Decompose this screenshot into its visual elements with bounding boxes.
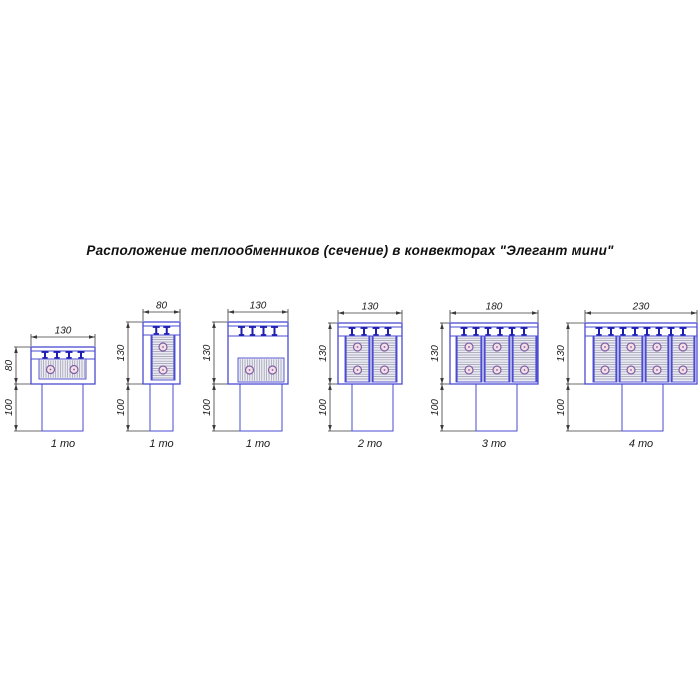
mounting-bracket-icon xyxy=(238,326,245,336)
convector-diagram-5: 180 130 100 3 то xyxy=(430,302,539,450)
width-dimension: 80 xyxy=(142,301,181,321)
body-height-dim-value: 130 xyxy=(556,345,567,362)
mounting-bracket-icon xyxy=(679,327,687,336)
body-height-dim-value: 130 xyxy=(318,345,329,362)
mounting-bracket-icon xyxy=(384,327,392,336)
width-dimension: 130 xyxy=(337,302,403,322)
pedestal-outline xyxy=(149,383,174,432)
width-dimension: 130 xyxy=(30,326,96,346)
pedestal-outline xyxy=(41,383,84,432)
height-dimensions: 130 100 xyxy=(116,321,150,432)
width-dim-value: 180 xyxy=(486,302,503,313)
mounting-bracket-icon xyxy=(472,327,480,336)
mounting-bracket-icon xyxy=(619,327,627,336)
pedestal-height-dim-value: 100 xyxy=(556,399,567,416)
mounting-bracket-icon xyxy=(65,351,73,359)
mounting-bracket-icon xyxy=(460,327,468,336)
diagram-label: 1 то xyxy=(246,438,270,450)
heat-exchanger-block xyxy=(511,335,538,383)
heat-exchanger-block xyxy=(618,335,644,383)
mounting-bracket-icon xyxy=(260,326,267,336)
body-height-dim-value: 130 xyxy=(116,344,127,361)
heat-exchanger-block xyxy=(592,335,618,383)
pedestal-height-dim-value: 100 xyxy=(202,399,213,416)
width-dimension: 180 xyxy=(449,302,539,322)
pedestal-outline xyxy=(239,383,283,432)
diagram-label: 1 то xyxy=(51,438,75,450)
drawing-title: Расположение теплообменников (сечение) в… xyxy=(86,243,614,258)
body-height-dim-value: 80 xyxy=(4,360,15,372)
mounting-bracket-icon xyxy=(53,351,61,359)
heat-exchanger-block xyxy=(670,335,696,383)
mounting-bracket-icon xyxy=(631,327,639,336)
width-dim-value: 130 xyxy=(55,326,72,337)
mounting-bracket-icon xyxy=(667,327,675,336)
width-dim-value: 130 xyxy=(362,302,379,313)
mounting-bracket-icon xyxy=(595,327,603,336)
height-dimensions: 130 100 xyxy=(318,322,352,432)
mounting-bracket-icon xyxy=(271,326,278,336)
heat-exchanger-block xyxy=(483,335,511,383)
pedestal-height-dim-value: 100 xyxy=(116,399,127,416)
width-dimension: 130 xyxy=(227,301,289,321)
width-dim-value: 230 xyxy=(632,302,650,313)
mounting-bracket-icon xyxy=(484,327,492,336)
width-dim-value: 130 xyxy=(250,301,267,312)
diagram-label: 1 то xyxy=(149,438,173,450)
height-dimensions: 130 100 xyxy=(202,321,240,432)
mounting-bracket-icon xyxy=(655,327,663,336)
mounting-bracket-icon xyxy=(77,351,85,359)
convector-diagram-2: 80 130 100 1 то xyxy=(116,301,181,450)
mounting-bracket-icon xyxy=(360,327,368,336)
mounting-bracket-icon xyxy=(607,327,615,336)
pedestal-outline xyxy=(475,383,518,432)
width-dimension: 230 xyxy=(584,302,698,322)
height-dimensions: 130 100 xyxy=(556,322,622,432)
height-dimensions: 80 100 xyxy=(4,346,42,432)
heat-exchanger-block xyxy=(344,335,371,383)
pedestal-outline xyxy=(351,383,394,432)
height-dimensions: 130 100 xyxy=(430,322,476,432)
heat-exchanger-block xyxy=(38,358,87,380)
heat-exchanger-block xyxy=(371,335,398,383)
mounting-bracket-icon xyxy=(508,327,516,336)
mounting-bracket-icon xyxy=(163,326,171,335)
diagram-label: 2 то xyxy=(357,438,382,450)
diagram-label: 3 то xyxy=(482,438,506,450)
body-height-dim-value: 130 xyxy=(430,345,441,362)
mounting-bracket-icon xyxy=(496,327,504,336)
body-height-dim-value: 130 xyxy=(202,344,213,361)
convector-diagram-1: 130 80 100 1 то xyxy=(4,326,96,450)
width-dim-value: 80 xyxy=(156,301,168,312)
diagram-label: 4 то xyxy=(629,438,653,450)
mounting-bracket-icon xyxy=(520,327,528,336)
convector-diagram-6: 230 130 100 4 то xyxy=(556,302,698,450)
mounting-bracket-icon xyxy=(249,326,256,336)
mounting-bracket-icon xyxy=(643,327,651,336)
heat-exchanger-block xyxy=(644,335,670,383)
heat-exchanger-block xyxy=(150,334,176,381)
mounting-bracket-icon xyxy=(348,327,356,336)
pedestal-outline xyxy=(621,383,664,432)
mounting-bracket-icon xyxy=(372,327,380,336)
convector-diagram-3: 130 130 100 1 то xyxy=(202,301,289,450)
pedestal-height-dim-value: 100 xyxy=(430,399,441,416)
heat-exchanger-block xyxy=(455,335,483,383)
pedestal-height-dim-value: 100 xyxy=(4,399,15,416)
heat-exchanger-block xyxy=(237,357,285,383)
pedestal-height-dim-value: 100 xyxy=(318,399,329,416)
convector-diagram-4: 130 130 100 2 то xyxy=(318,302,403,450)
mounting-bracket-icon xyxy=(41,351,49,359)
mounting-bracket-icon xyxy=(152,326,160,335)
